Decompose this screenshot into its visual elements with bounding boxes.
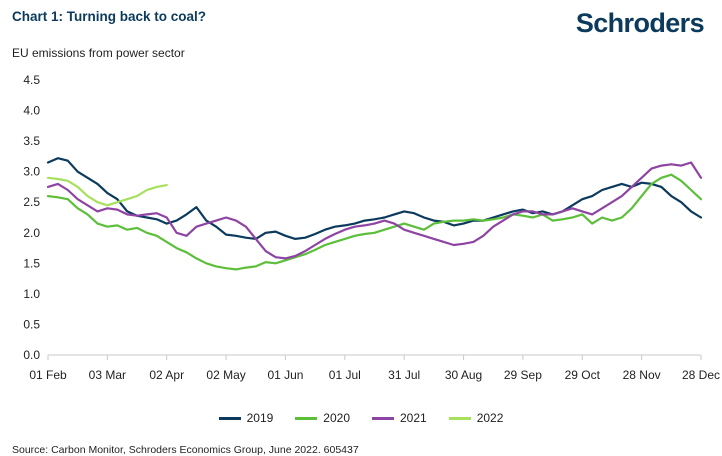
y-axis-ticks: 0.0 0.5 1.0 1.5 2.0 2.5 3.0 3.5 4.0 4.5	[23, 73, 40, 362]
source-note: Source: Carbon Monitor, Schroders Econom…	[12, 444, 359, 456]
legend-swatch-2022	[448, 416, 471, 420]
legend-item-2021: 2021	[372, 411, 427, 425]
legend-label-2021: 2021	[400, 411, 427, 425]
chart-legend: 2019 2020 2021 2022	[0, 411, 722, 425]
x-axis-ticks: 01 Feb 03 Mar 02 Apr 02 May 01 Jun 01 Jul 31 J…	[29, 355, 720, 382]
legend-item-2020: 2020	[295, 411, 350, 425]
series-line-2020	[46, 173, 703, 271]
legend-swatch-2021	[372, 416, 394, 420]
x-tick-label: 30 Aug	[445, 368, 482, 382]
legend-swatch-2019	[218, 416, 241, 420]
chart-title: Chart 1: Turning back to coal?	[12, 9, 207, 24]
brand-logo: Schroders	[575, 8, 705, 38]
x-tick-label: 01 Jun	[267, 368, 303, 382]
x-tick-label: 01 Feb	[29, 368, 67, 382]
y-tick-label: 2.5	[23, 195, 40, 209]
x-tick-label: 02 Apr	[149, 368, 184, 382]
line-chart: 0.0 0.5 1.0 1.5 2.0 2.5 3.0 3.5 4.0 4.5 01 Feb 03 …	[23, 73, 720, 382]
legend-item-2022: 2022	[448, 411, 504, 425]
y-tick-label: 3.5	[23, 134, 40, 148]
legend-item-2019: 2019	[218, 411, 274, 425]
x-tick-label: 29 Oct	[565, 368, 601, 382]
y-tick-label: 3.0	[23, 165, 40, 179]
x-tick-label: 01 Jul	[329, 368, 361, 382]
y-tick-label: 1.5	[23, 256, 40, 270]
y-tick-label: 0.0	[23, 348, 40, 362]
x-tick-label: 03 Mar	[89, 368, 126, 382]
y-tick-label: 4.0	[23, 104, 40, 118]
legend-label-2019: 2019	[246, 411, 274, 425]
x-tick-label: 02 May	[206, 368, 245, 382]
x-tick-label: 29 Sep	[504, 368, 542, 382]
series-line-2021	[46, 161, 703, 260]
legend-label-2020: 2020	[323, 411, 350, 425]
x-tick-label: 28 Dec	[682, 368, 720, 382]
legend-swatch-2020	[295, 416, 318, 420]
x-tick-label: 31 Jul	[388, 368, 420, 382]
series-line-2022	[46, 176, 168, 207]
y-tick-label: 1.0	[23, 287, 40, 301]
y-tick-label: 2.0	[23, 226, 40, 240]
legend-label-2022: 2022	[476, 411, 504, 425]
x-tick-label: 28 Nov	[623, 368, 661, 382]
y-tick-label: 0.5	[23, 317, 40, 331]
series-lines	[46, 157, 703, 271]
chart-subtitle: EU emissions from power sector	[12, 46, 185, 60]
series-line-2019	[46, 157, 703, 240]
y-tick-label: 4.5	[23, 73, 40, 87]
